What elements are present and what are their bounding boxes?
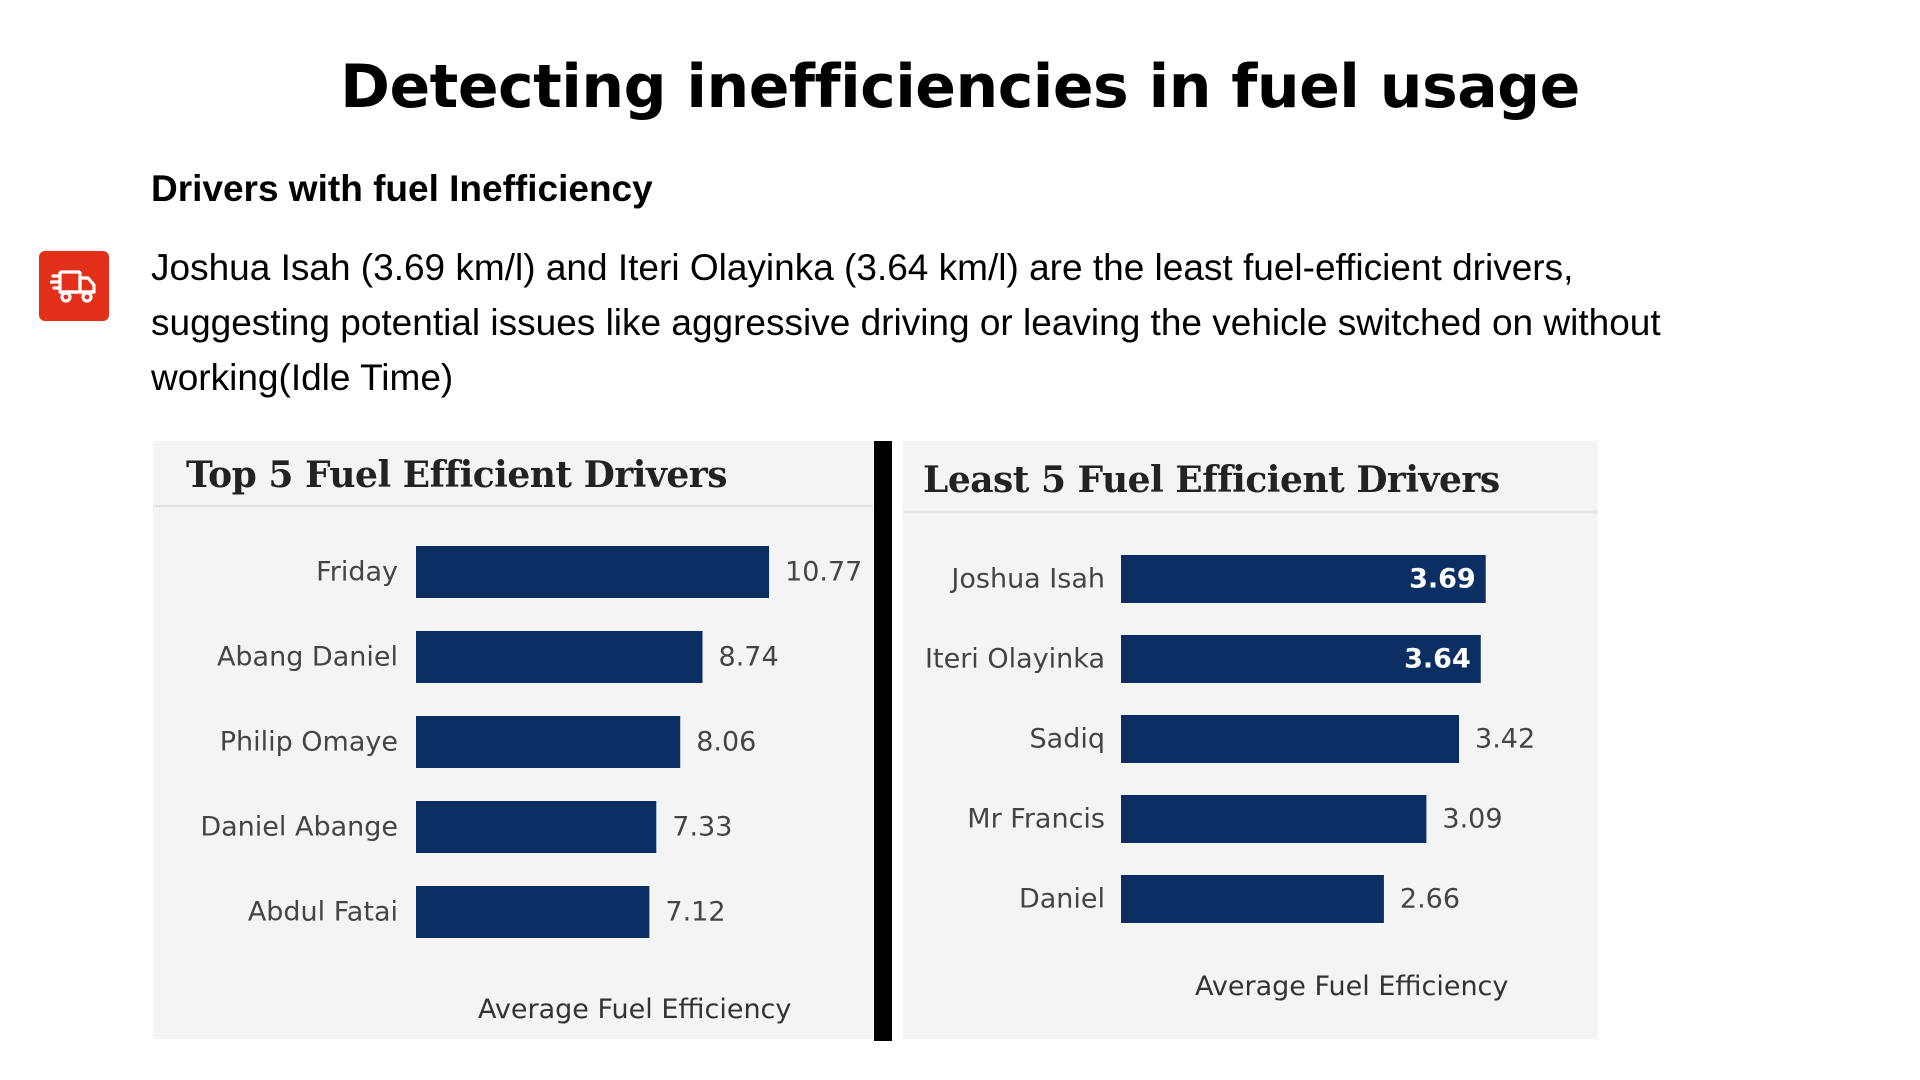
least5-category-label: Daniel (1019, 884, 1105, 915)
least5-value-label: 3.69 (1409, 564, 1476, 595)
top5-bar-chart: Friday 10.77 Abang Daniel 8.74 Philip Omaye 8… (200, 546, 862, 938)
least5-bar (1121, 635, 1481, 683)
least5-bar (1121, 555, 1486, 603)
top5-bar (416, 631, 703, 683)
top5-bar (416, 886, 650, 938)
top5-value-label: 7.33 (672, 812, 732, 843)
top5-chart-title: Top 5 Fuel Efficient Drivers (186, 454, 728, 496)
least5-bar (1121, 795, 1427, 843)
least5-category-label: Sadiq (1030, 724, 1105, 755)
section-subheading: Drivers with fuel Inefficiency (151, 168, 653, 209)
top5-value-label: 10.77 (785, 557, 862, 588)
least5-value-label: 3.64 (1404, 644, 1471, 675)
panel-divider (874, 441, 892, 1041)
delivery-truck-icon (50, 270, 96, 303)
least5-chart-panel: Least 5 Fuel Efficient Drivers Joshua Is… (903, 441, 1598, 1039)
top5-category-label: Friday (316, 557, 398, 588)
top5-chart-panel: Top 5 Fuel Efficient Drivers Friday 10.77… (153, 441, 873, 1039)
page-title: Detecting inefficiencies in fuel usage (340, 52, 1580, 122)
least5-bar (1121, 715, 1460, 763)
top5-category-label: Abdul Fatai (248, 897, 398, 928)
top5-value-label: 8.06 (696, 727, 756, 758)
least5-chart-title: Least 5 Fuel Efficient Drivers (923, 459, 1500, 501)
least5-category-label: Joshua Isah (949, 564, 1105, 595)
top5-category-label: Philip Omaye (220, 727, 398, 758)
top5-title-rule (153, 505, 873, 507)
least5-value-label: 2.66 (1400, 884, 1460, 915)
insight-description: Joshua Isah (3.69 km/l) and Iteri Olayin… (151, 247, 1661, 398)
least5-x-axis-title: Average Fuel Efficiency (1195, 971, 1509, 1002)
top5-bar (416, 801, 657, 853)
top5-category-label: Abang Daniel (217, 642, 398, 673)
top5-bar (416, 716, 681, 768)
top5-value-label: 7.12 (665, 897, 725, 928)
top5-value-label: 8.74 (719, 642, 779, 673)
least5-category-label: Mr Francis (967, 804, 1105, 835)
least5-bar-chart: Joshua Isah 3.69 Iteri Olayinka 3.64 Sadiq 3.… (925, 555, 1535, 923)
top5-category-label: Daniel Abange (200, 812, 398, 843)
insight-badge (39, 251, 109, 321)
least5-title-rule (903, 511, 1598, 513)
least5-value-label: 3.42 (1475, 724, 1535, 755)
least5-bar (1121, 875, 1384, 923)
least5-value-label: 3.09 (1442, 804, 1502, 835)
top5-bar (416, 546, 770, 598)
least5-category-label: Iteri Olayinka (925, 644, 1105, 675)
top5-x-axis-title: Average Fuel Efficiency (478, 994, 792, 1025)
